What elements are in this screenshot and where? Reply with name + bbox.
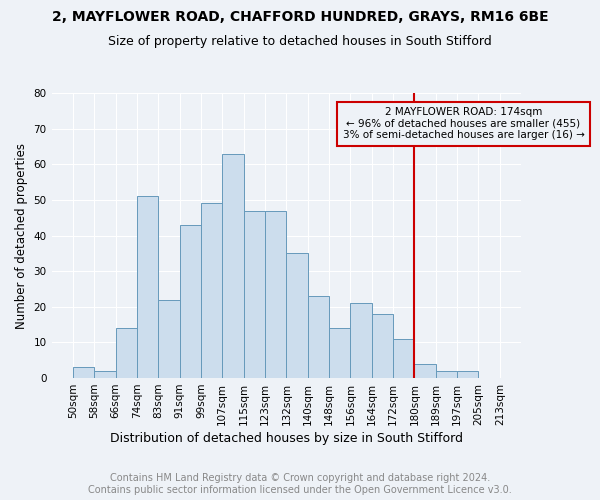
Text: 2, MAYFLOWER ROAD, CHAFFORD HUNDRED, GRAYS, RM16 6BE: 2, MAYFLOWER ROAD, CHAFFORD HUNDRED, GRA… [52,10,548,24]
Y-axis label: Number of detached properties: Number of detached properties [15,142,28,328]
Bar [137,196,158,378]
Bar [179,225,201,378]
Bar [350,303,372,378]
Bar [436,371,457,378]
Text: Size of property relative to detached houses in South Stifford: Size of property relative to detached ho… [108,35,492,48]
Bar [329,328,350,378]
Bar [415,364,436,378]
X-axis label: Distribution of detached houses by size in South Stifford: Distribution of detached houses by size … [110,432,463,445]
Text: Contains HM Land Registry data © Crown copyright and database right 2024.
Contai: Contains HM Land Registry data © Crown c… [88,474,512,495]
Bar [244,210,265,378]
Bar [73,368,94,378]
Bar [457,371,478,378]
Bar [308,296,329,378]
Text: 2 MAYFLOWER ROAD: 174sqm
← 96% of detached houses are smaller (455)
3% of semi-d: 2 MAYFLOWER ROAD: 174sqm ← 96% of detach… [343,108,584,140]
Bar [265,210,286,378]
Bar [372,314,393,378]
Bar [393,339,415,378]
Bar [94,371,116,378]
Bar [223,154,244,378]
Bar [201,204,223,378]
Bar [158,300,179,378]
Bar [286,254,308,378]
Bar [116,328,137,378]
